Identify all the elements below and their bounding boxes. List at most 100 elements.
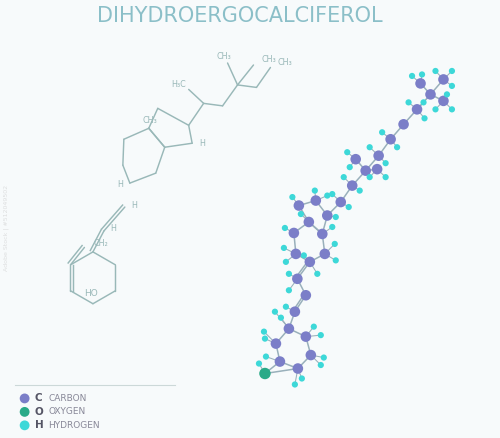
Point [340, 173, 347, 180]
Point [282, 303, 290, 310]
Point [382, 173, 390, 180]
Point [285, 270, 293, 277]
Point [294, 276, 302, 283]
Text: OXYGEN: OXYGEN [48, 407, 86, 417]
Point [318, 230, 326, 237]
Point [285, 325, 293, 332]
Point [261, 370, 269, 377]
Point [290, 230, 298, 237]
Text: H: H [199, 139, 205, 148]
Point [276, 358, 284, 365]
Point [281, 224, 289, 231]
Point [328, 191, 336, 198]
Point [373, 166, 381, 173]
Point [420, 115, 428, 122]
Point [314, 270, 322, 277]
Text: Adobe Stock | #512049502: Adobe Stock | #512049502 [4, 185, 10, 271]
Point [261, 335, 269, 342]
Point [317, 361, 325, 368]
Point [260, 328, 268, 335]
Point [352, 155, 360, 162]
Text: HO: HO [84, 289, 98, 298]
Point [307, 352, 315, 359]
Point [346, 164, 354, 171]
Point [440, 97, 448, 104]
Point [332, 257, 340, 264]
Point [285, 287, 293, 294]
Text: H: H [34, 420, 43, 431]
Text: CARBON: CARBON [48, 394, 86, 403]
Point [280, 244, 288, 251]
Text: H: H [117, 180, 123, 189]
Text: CH₃: CH₃ [278, 58, 292, 67]
Point [277, 314, 285, 321]
Text: DIHYDROERGOCALCIFEROL: DIHYDROERGOCALCIFEROL [97, 6, 383, 26]
Point [20, 422, 28, 429]
Point [320, 354, 328, 361]
Point [432, 106, 440, 113]
Text: H₃C: H₃C [171, 80, 186, 89]
Point [20, 408, 28, 415]
Point [382, 160, 390, 167]
Point [336, 198, 344, 205]
Point [416, 80, 424, 87]
Point [306, 258, 314, 265]
Text: CH₃: CH₃ [142, 116, 157, 125]
Text: O: O [34, 407, 43, 417]
Point [292, 251, 300, 258]
Point [324, 212, 332, 219]
Point [317, 332, 325, 339]
Point [291, 308, 299, 315]
Point [440, 76, 448, 83]
Point [302, 333, 310, 340]
Point [356, 187, 364, 194]
Point [448, 67, 456, 74]
Point [331, 240, 339, 247]
Point [324, 192, 332, 199]
Point [310, 323, 318, 330]
Point [311, 187, 319, 194]
Point [393, 144, 401, 151]
Point [400, 121, 407, 128]
Point [255, 360, 263, 367]
Point [271, 308, 279, 315]
Point [288, 194, 296, 201]
Point [408, 72, 416, 79]
Point [262, 353, 270, 360]
Text: H: H [131, 201, 136, 209]
Text: CH₃: CH₃ [216, 52, 231, 60]
Point [378, 129, 386, 136]
Point [404, 99, 412, 106]
Point [321, 251, 329, 258]
Point [432, 67, 440, 74]
Point [312, 197, 320, 204]
Text: CH₃: CH₃ [262, 54, 276, 64]
Point [302, 292, 310, 299]
Point [20, 395, 28, 402]
Point [426, 91, 434, 98]
Point [418, 71, 426, 78]
Point [413, 106, 421, 113]
Point [300, 252, 308, 259]
Point [298, 375, 306, 382]
Point [295, 202, 303, 209]
Text: C: C [34, 393, 42, 403]
Point [344, 204, 352, 211]
Point [272, 340, 280, 347]
Point [386, 136, 394, 143]
Point [348, 182, 356, 189]
Point [328, 223, 336, 230]
Point [305, 219, 313, 226]
Point [443, 91, 451, 98]
Point [291, 381, 299, 388]
Text: HYDROGEN: HYDROGEN [48, 421, 100, 430]
Point [343, 149, 351, 156]
Text: H: H [110, 224, 116, 233]
Point [332, 213, 340, 220]
Point [362, 167, 370, 174]
Point [297, 211, 305, 218]
Point [282, 258, 290, 265]
Text: CH₂: CH₂ [94, 239, 108, 248]
Point [448, 82, 456, 89]
Point [420, 99, 428, 106]
